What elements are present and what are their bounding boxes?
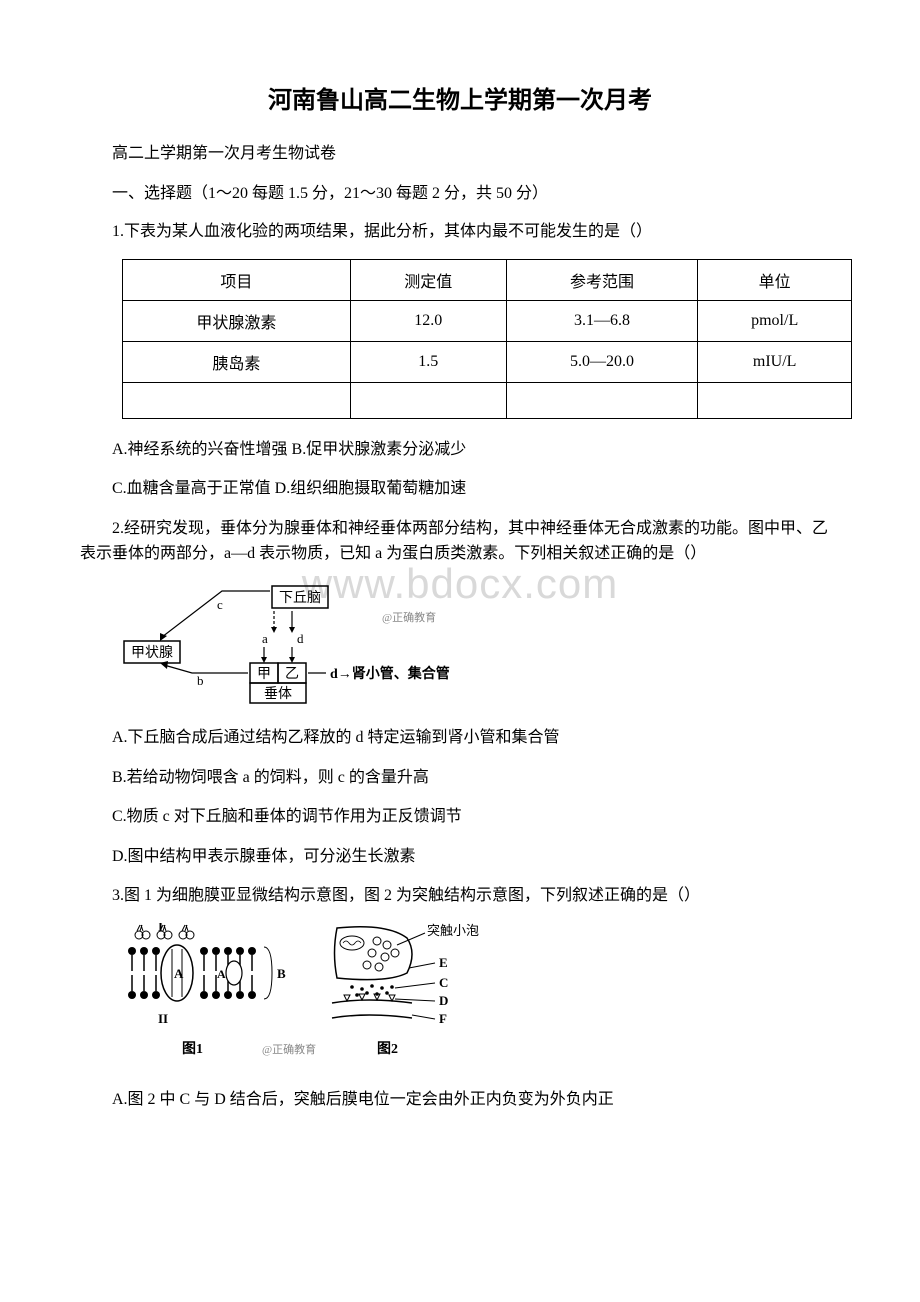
- vesicle-label: 突触小泡: [427, 923, 479, 938]
- q2-stem: 2.经研究发现，垂体分为腺垂体和神经垂体两部分结构，其中神经垂体无合成激素的功能…: [80, 516, 840, 567]
- label-b: b: [197, 673, 204, 688]
- q1-option-cd: C.血糖含量高于正常值 D.组织细胞摄取葡萄糖加速: [80, 476, 840, 502]
- document-content: 河南鲁山高二生物上学期第一次月考 高二上学期第一次月考生物试卷 一、选择题（1～…: [80, 80, 840, 1113]
- label-I: I: [158, 923, 163, 934]
- table-cell: [350, 382, 506, 418]
- table-row: 胰岛素 1.5 5.0—20.0 mIU/L: [123, 341, 852, 382]
- q2-option-d: D.图中结构甲表示腺垂体，可分泌生长激素: [80, 844, 840, 870]
- figure1: A A I II B 图1: [128, 923, 286, 1057]
- arrowhead: [261, 657, 267, 663]
- label-II: II: [158, 1011, 168, 1026]
- table-cell: 12.0: [350, 300, 506, 341]
- credit-label: @正确教育: [262, 1042, 316, 1056]
- q2-diagram: 下丘脑 甲状腺 甲 乙 垂体 a d: [122, 581, 840, 711]
- q3-stem-text: 3.图 1 为细胞膜亚显微结构示意图，图 2 为突触结构示意图，下列叙述正确的是…: [112, 887, 700, 904]
- label-E: E: [439, 955, 448, 970]
- q3-diagram-svg: A A I II B 图1: [122, 923, 502, 1073]
- label-A: A: [174, 966, 184, 981]
- table-header: 单位: [698, 259, 852, 300]
- label-C: C: [439, 975, 448, 990]
- label-B: B: [277, 966, 286, 981]
- q2-option-a: A.下丘脑合成后通过结构乙释放的 d 特定运输到肾小管和集合管: [80, 725, 840, 751]
- arrow-line: [162, 591, 270, 637]
- table-header: 项目: [123, 259, 351, 300]
- q2-diagram-svg: 下丘脑 甲状腺 甲 乙 垂体 a d: [122, 581, 462, 711]
- label-a: a: [262, 631, 268, 646]
- q3-option-a: A.图 2 中 C 与 D 结合后，突触后膜电位一定会由外正内负变为外负内正: [80, 1087, 840, 1113]
- table-row: 项目 测定值 参考范围 单位: [123, 259, 852, 300]
- table-cell: 5.0—20.0: [506, 341, 698, 382]
- table-cell: mIU/L: [698, 341, 852, 382]
- label-c: c: [217, 597, 223, 612]
- table-cell: [506, 382, 698, 418]
- hypothalamus-label: 下丘脑: [279, 590, 321, 606]
- q1-option-ab: A.神经系统的兴奋性增强 B.促甲状腺激素分泌减少: [80, 437, 840, 463]
- table-cell: 1.5: [350, 341, 506, 382]
- label-A2: A: [217, 967, 226, 981]
- q3-stem: 3.图 1 为细胞膜亚显微结构示意图，图 2 为突触结构示意图，下列叙述正确的是…: [80, 883, 840, 909]
- pituitary-label: 垂体: [264, 686, 292, 702]
- table-cell: [123, 382, 351, 418]
- table-header: 参考范围: [506, 259, 698, 300]
- arrowhead: [289, 657, 295, 663]
- arrowhead: [160, 661, 168, 669]
- table-cell: 胰岛素: [123, 341, 351, 382]
- label-F: F: [439, 1011, 447, 1026]
- table-cell: pmol/L: [698, 300, 852, 341]
- arrowhead: [271, 627, 277, 633]
- q3-diagram: A A I II B 图1: [122, 923, 840, 1073]
- table-cell: [698, 382, 852, 418]
- fig1-caption: 图1: [182, 1041, 203, 1057]
- q2-option-b: B.若给动物饲喂含 a 的饲料，则 c 的含量升高: [80, 765, 840, 791]
- fig2-caption: 图2: [377, 1041, 398, 1057]
- credit-label: @正确教育: [382, 610, 436, 624]
- jia-label: 甲: [257, 667, 271, 682]
- q2-stem-text: 2.经研究发现，垂体分为腺垂体和神经垂体两部分结构，其中神经垂体无合成激素的功能…: [80, 520, 828, 563]
- page-title: 河南鲁山高二生物上学期第一次月考: [80, 80, 840, 115]
- label-D: D: [439, 993, 448, 1008]
- table-header: 测定值: [350, 259, 506, 300]
- figure2: 突触小泡 E C: [332, 923, 479, 1057]
- yi-label: 乙: [285, 666, 299, 682]
- q1-table: 项目 测定值 参考范围 单位 甲状腺激素 12.0 3.1—6.8 pmol/L…: [122, 259, 852, 419]
- q1-stem: 1.下表为某人血液化验的两项结果，据此分析，其体内最不可能发生的是（）: [80, 219, 840, 245]
- arrowhead: [289, 627, 295, 633]
- table-cell: 甲状腺激素: [123, 300, 351, 341]
- q2-option-c: C.物质 c 对下丘脑和垂体的调节作用为正反馈调节: [80, 804, 840, 830]
- arrow-line: [164, 665, 248, 673]
- label-d-output: d→肾小管、集合管: [330, 665, 450, 682]
- label-d: d: [297, 631, 304, 646]
- table-row: [123, 382, 852, 418]
- table-cell: 3.1—6.8: [506, 300, 698, 341]
- section-header: 一、选择题（1～20 每题 1.5 分，21～30 每题 2 分，共 50 分）: [80, 179, 840, 203]
- table-row: 甲状腺激素 12.0 3.1—6.8 pmol/L: [123, 300, 852, 341]
- thyroid-label: 甲状腺: [131, 645, 173, 661]
- subtitle: 高二上学期第一次月考生物试卷: [80, 139, 840, 163]
